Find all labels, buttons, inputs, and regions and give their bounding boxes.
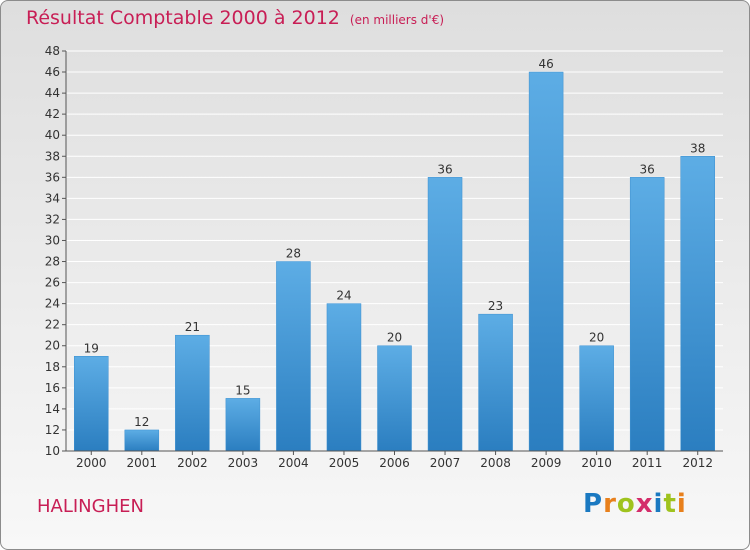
chart-title-text: Résultat Comptable 2000 à 2012 <box>26 7 340 29</box>
y-tick-label: 26 <box>45 276 60 290</box>
x-tick-label: 2003 <box>228 456 259 470</box>
y-tick-label: 22 <box>45 318 60 332</box>
data-label-2005: 24 <box>336 289 351 303</box>
x-tick-label: 2002 <box>177 456 208 470</box>
y-tick-label: 36 <box>45 170 60 184</box>
x-tick-label: 2009 <box>531 456 562 470</box>
logo-letter: r <box>603 489 617 519</box>
x-tick-label: 2005 <box>329 456 360 470</box>
y-tick-label: 16 <box>45 381 60 395</box>
x-tick-label: 2007 <box>430 456 461 470</box>
y-tick-label: 20 <box>45 339 60 353</box>
bar-2004 <box>276 261 311 452</box>
bar-2002 <box>175 334 210 452</box>
y-tick-label: 48 <box>45 44 60 58</box>
data-label-2006: 20 <box>387 331 402 345</box>
data-label-2003: 15 <box>235 383 250 397</box>
data-label-2000: 19 <box>84 341 99 355</box>
x-tick-label: 2001 <box>127 456 158 470</box>
bar-2011 <box>629 177 665 452</box>
chart-title: Résultat Comptable 2000 à 2012 (en millie… <box>26 7 444 29</box>
x-tick-label: 2000 <box>76 456 107 470</box>
logo-letter: i <box>676 489 687 519</box>
data-label-2011: 36 <box>640 162 655 176</box>
data-label-2010: 20 <box>589 331 604 345</box>
logo-letter: P <box>583 489 604 519</box>
data-label-2012: 38 <box>690 141 705 155</box>
y-tick-label: 34 <box>45 191 60 205</box>
y-tick-label: 40 <box>45 128 60 142</box>
commune-name: HALINGHEN <box>37 496 144 517</box>
data-label-2009: 46 <box>538 57 553 71</box>
data-label-2004: 28 <box>286 247 301 261</box>
data-label-2007: 36 <box>437 162 452 176</box>
y-tick-label: 30 <box>45 233 60 247</box>
y-tick-label: 12 <box>45 423 60 437</box>
data-label-2002: 21 <box>185 320 200 334</box>
bar-2012 <box>680 156 715 452</box>
bar-2010 <box>579 345 614 452</box>
bar-2005 <box>326 303 362 452</box>
bar-2009 <box>528 71 564 452</box>
y-tick-label: 46 <box>45 65 60 79</box>
logo-letter: t <box>663 489 677 519</box>
x-tick-label: 2010 <box>581 456 612 470</box>
x-tick-label: 2006 <box>379 456 410 470</box>
chart-subtitle: (en milliers d'€) <box>349 13 445 27</box>
bar-2006 <box>377 345 412 452</box>
y-tick-label: 18 <box>45 360 60 374</box>
bar-2000 <box>74 356 109 452</box>
y-tick-label: 42 <box>45 107 60 121</box>
data-label-2008: 23 <box>488 299 503 313</box>
bar-2008 <box>478 313 513 452</box>
y-tick-label: 44 <box>45 86 60 100</box>
y-tick-label: 38 <box>45 149 60 163</box>
y-tick-label: 24 <box>45 297 60 311</box>
proxiti-logo[interactable]: Proxiti <box>583 489 687 519</box>
x-tick-label: 2011 <box>632 456 663 470</box>
logo-letter: x <box>635 489 654 519</box>
y-tick-label: 32 <box>45 212 60 226</box>
y-tick-label: 14 <box>45 402 60 416</box>
bar-2001 <box>124 429 160 452</box>
x-tick-label: 2012 <box>682 456 713 470</box>
bar-2007 <box>427 177 463 452</box>
x-tick-label: 2008 <box>480 456 511 470</box>
x-tick-label: 2004 <box>278 456 309 470</box>
data-label-2001: 12 <box>134 415 149 429</box>
logo-letter: i <box>653 489 664 519</box>
logo-letter: o <box>616 489 636 519</box>
y-tick-label: 28 <box>45 255 60 269</box>
bar-2003 <box>225 398 261 452</box>
y-tick-label: 10 <box>45 444 60 458</box>
